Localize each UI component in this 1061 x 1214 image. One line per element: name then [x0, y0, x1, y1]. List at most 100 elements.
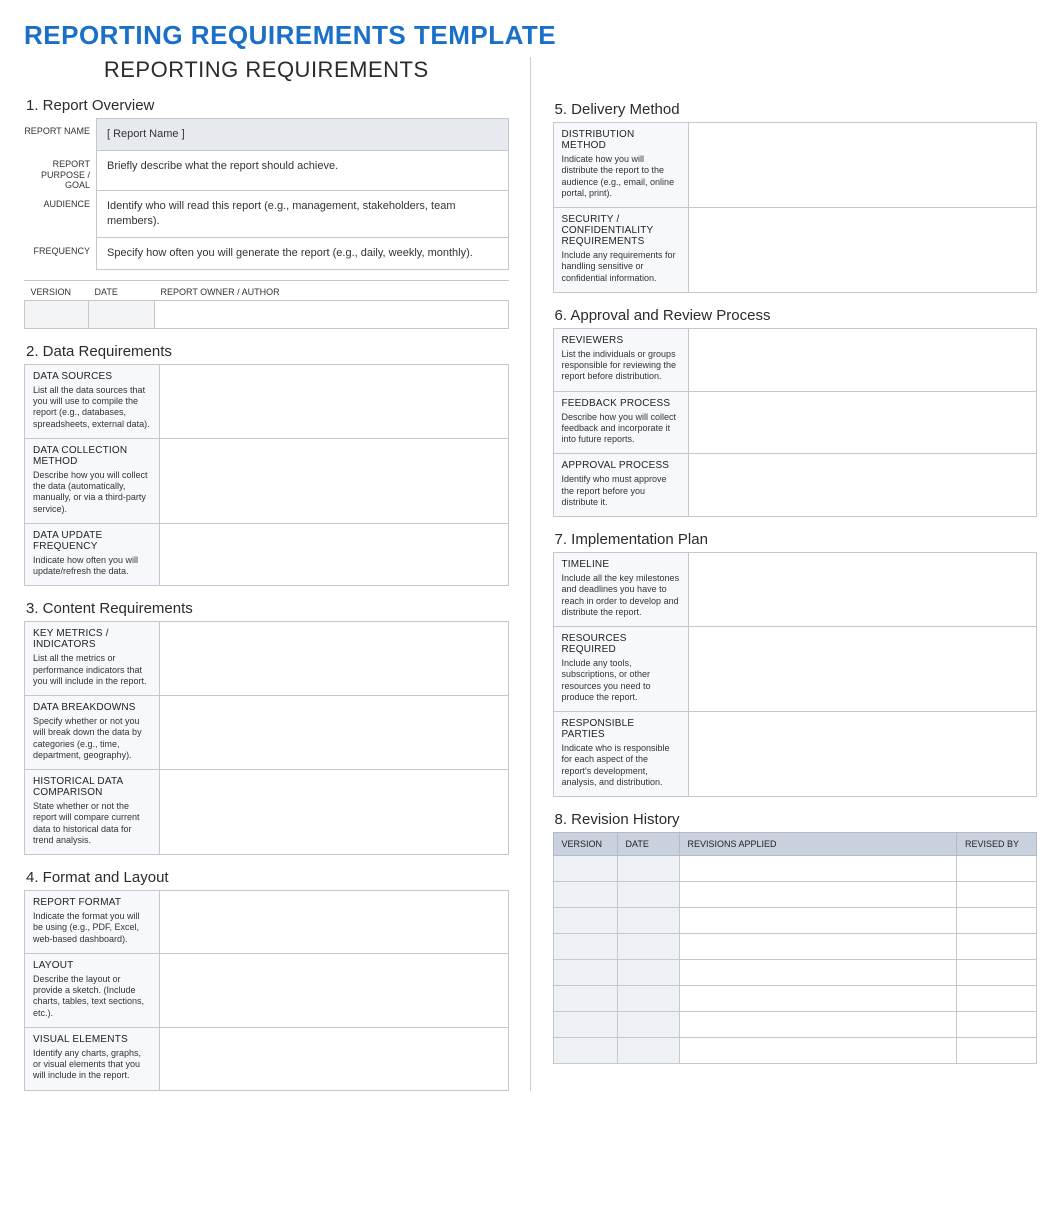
- mini-cell[interactable]: [155, 300, 509, 328]
- rev-cell[interactable]: [553, 908, 617, 934]
- section-2-heading: 2. Data Requirements: [26, 343, 509, 360]
- rev-cell[interactable]: [679, 960, 957, 986]
- req-value-cell[interactable]: [688, 208, 1037, 293]
- req-label-title: RESPONSIBLE PARTIES: [562, 718, 680, 740]
- rev-header: VERSION: [553, 833, 617, 856]
- rev-cell[interactable]: [617, 908, 679, 934]
- req-label-title: KEY METRICS / INDICATORS: [33, 628, 151, 650]
- overview-label: REPORT NAME: [24, 118, 96, 151]
- report-purpose-cell[interactable]: Briefly describe what the report should …: [96, 151, 509, 191]
- rev-cell[interactable]: [553, 1012, 617, 1038]
- rev-cell[interactable]: [679, 856, 957, 882]
- rev-cell[interactable]: [553, 882, 617, 908]
- req-value-cell[interactable]: [160, 891, 509, 954]
- req-label-cell: DATA UPDATE FREQUENCYIndicate how often …: [25, 523, 160, 586]
- rev-cell[interactable]: [617, 882, 679, 908]
- req-value-cell[interactable]: [688, 553, 1037, 627]
- req-label-title: APPROVAL PROCESS: [562, 460, 680, 471]
- req-label-desc: Indicate who is responsible for each asp…: [562, 743, 680, 788]
- rev-cell[interactable]: [679, 986, 957, 1012]
- section-4-heading: 4. Format and Layout: [26, 869, 509, 886]
- req-label-title: RESOURCES REQUIRED: [562, 633, 680, 655]
- report-name-cell[interactable]: [ Report Name ]: [96, 118, 509, 151]
- rev-cell[interactable]: [957, 908, 1037, 934]
- rev-cell[interactable]: [617, 1038, 679, 1064]
- req-value-cell[interactable]: [160, 438, 509, 523]
- req-value-cell[interactable]: [160, 770, 509, 855]
- req-label-title: REPORT FORMAT: [33, 897, 151, 908]
- rev-cell[interactable]: [957, 986, 1037, 1012]
- req-label-title: SECURITY / CONFIDENTIALITY REQUIREMENTS: [562, 214, 680, 247]
- rev-cell[interactable]: [679, 1012, 957, 1038]
- rev-cell[interactable]: [617, 934, 679, 960]
- rev-cell[interactable]: [679, 882, 957, 908]
- rev-cell[interactable]: [957, 1038, 1037, 1064]
- req-label-desc: Include any requirements for handling se…: [562, 250, 680, 284]
- rev-cell[interactable]: [553, 986, 617, 1012]
- version-mini-table: VERSION DATE REPORT OWNER / AUTHOR: [24, 287, 509, 329]
- req-label-desc: List all the metrics or performance indi…: [33, 653, 151, 687]
- rev-cell[interactable]: [553, 960, 617, 986]
- audience-cell[interactable]: Identify who will read this report (e.g.…: [96, 191, 509, 238]
- req-label-cell: RESOURCES REQUIRED Include any tools, sub…: [553, 627, 688, 712]
- rev-cell[interactable]: [957, 960, 1037, 986]
- req-label-desc: Identify who must approve the report bef…: [562, 474, 680, 508]
- revision-history-table: VERSION DATE REVISIONS APPLIED REVISED B…: [553, 832, 1038, 1064]
- rev-cell[interactable]: [617, 856, 679, 882]
- mini-cell[interactable]: [89, 300, 155, 328]
- rev-cell[interactable]: [679, 934, 957, 960]
- req-label-title: VISUAL ELEMENTS: [33, 1034, 151, 1045]
- req-label-title: REVIEWERS: [562, 335, 680, 346]
- req-value-cell[interactable]: [688, 712, 1037, 797]
- rev-cell[interactable]: [957, 882, 1037, 908]
- overview-label: REPORT PURPOSE / GOAL: [24, 151, 96, 191]
- two-column-layout: REPORTING REQUIREMENTS 1. Report Overvie…: [24, 57, 1037, 1091]
- req-value-cell[interactable]: [160, 1027, 509, 1090]
- req-value-cell[interactable]: [160, 622, 509, 696]
- rev-cell[interactable]: [617, 1012, 679, 1038]
- overview-row: REPORT PURPOSE / GOAL Briefly describe w…: [24, 151, 509, 191]
- rev-cell[interactable]: [957, 856, 1037, 882]
- req-label-desc: List all the data sources that you will …: [33, 385, 151, 430]
- rev-cell[interactable]: [679, 908, 957, 934]
- req-label-desc: Specify whether or not you will break do…: [33, 716, 151, 761]
- rev-header: REVISED BY: [957, 833, 1037, 856]
- req-value-cell[interactable]: [160, 364, 509, 438]
- req-label-title: DATA BREAKDOWNS: [33, 702, 151, 713]
- req-label-desc: Identify any charts, graphs, or visual e…: [33, 1048, 151, 1082]
- req-label-cell: FEEDBACK PROCESSDescribe how you will co…: [553, 391, 688, 454]
- rev-cell[interactable]: [553, 856, 617, 882]
- frequency-cell[interactable]: Specify how often you will generate the …: [96, 238, 509, 270]
- rev-cell[interactable]: [617, 986, 679, 1012]
- req-label-desc: Describe how you will collect the data (…: [33, 470, 151, 515]
- req-label-desc: Include any tools, subscriptions, or oth…: [562, 658, 680, 703]
- req-value-cell[interactable]: [688, 454, 1037, 517]
- rev-cell[interactable]: [679, 1038, 957, 1064]
- req-label-title: LAYOUT: [33, 960, 151, 971]
- req-label-cell: REVIEWERSList the individuals or groups …: [553, 328, 688, 391]
- section-8-heading: 8. Revision History: [555, 811, 1038, 828]
- req-label-title: HISTORICAL DATA COMPARISON: [33, 776, 151, 798]
- req-label-cell: DATA BREAKDOWNS Specify whether or not yo…: [25, 696, 160, 770]
- mini-cell[interactable]: [25, 300, 89, 328]
- req-value-cell[interactable]: [160, 953, 509, 1027]
- req-value-cell[interactable]: [688, 391, 1037, 454]
- page-title: REPORTING REQUIREMENTS TEMPLATE: [24, 20, 1037, 51]
- rev-cell[interactable]: [553, 934, 617, 960]
- content-requirements-table: KEY METRICS / INDICATORS List all the met…: [24, 621, 509, 855]
- format-layout-table: REPORT FORMATIndicate the format you wil…: [24, 890, 509, 1091]
- req-label-title: DATA SOURCES: [33, 371, 151, 382]
- req-value-cell[interactable]: [688, 123, 1037, 208]
- rev-cell[interactable]: [553, 1038, 617, 1064]
- req-label-desc: Describe how you will collect feedback a…: [562, 412, 680, 446]
- req-value-cell[interactable]: [688, 627, 1037, 712]
- rev-cell[interactable]: [617, 960, 679, 986]
- section-7-heading: 7. Implementation Plan: [555, 531, 1038, 548]
- rev-cell[interactable]: [957, 934, 1037, 960]
- rev-cell[interactable]: [957, 1012, 1037, 1038]
- req-value-cell[interactable]: [688, 328, 1037, 391]
- req-label-desc: Indicate how often you will update/refre…: [33, 555, 151, 578]
- req-value-cell[interactable]: [160, 696, 509, 770]
- req-value-cell[interactable]: [160, 523, 509, 586]
- revision-history-body: [553, 856, 1037, 1064]
